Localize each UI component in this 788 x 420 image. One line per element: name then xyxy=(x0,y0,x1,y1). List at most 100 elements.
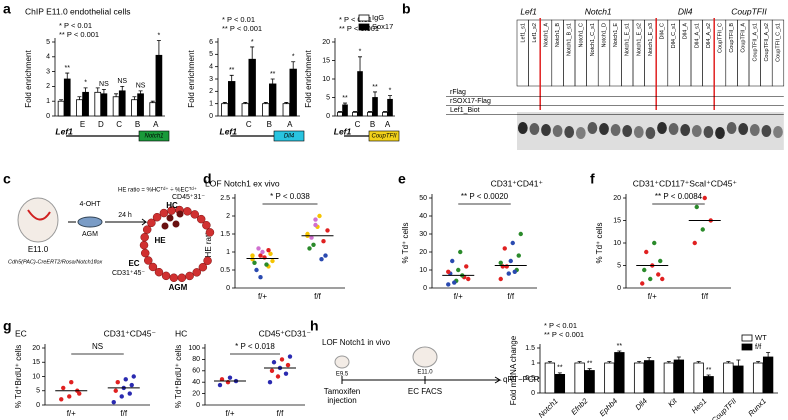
cell xyxy=(152,212,162,222)
bar xyxy=(269,83,277,117)
panel-label: d xyxy=(203,171,212,187)
bar xyxy=(63,78,71,117)
bar xyxy=(337,111,343,117)
error-bar xyxy=(132,96,137,100)
lane-label: Dll4_C xyxy=(659,23,665,40)
significance-label: * xyxy=(251,39,254,46)
lane-label: Dll4_A_s2 xyxy=(706,23,712,48)
error-bar xyxy=(607,361,612,363)
lane-label: CoupTFII_C_s1 xyxy=(775,23,781,62)
y-tick-label: 5 xyxy=(36,388,40,395)
y-tick-label: 1.5 xyxy=(525,345,535,352)
panel-label: e xyxy=(398,171,406,187)
x-tick-label: f/+ xyxy=(225,409,234,418)
panel-label: b xyxy=(402,1,411,17)
gel-band xyxy=(761,125,772,137)
error-bar xyxy=(120,86,125,91)
lane-label: CoupTFII_A_s1 xyxy=(752,23,758,62)
y-tick-label: 0 xyxy=(617,285,621,292)
error-bar xyxy=(138,90,143,94)
data-point xyxy=(270,258,275,264)
significance-label: NS xyxy=(117,78,127,85)
cell xyxy=(205,228,215,237)
y-tick-label: 100 xyxy=(188,345,200,352)
y-tick-label: 30 xyxy=(419,231,427,238)
gene-box xyxy=(368,130,400,142)
y-axis-label: Fold enrichment xyxy=(304,50,313,108)
data-point xyxy=(321,239,326,244)
x-tick-label: Lef1 xyxy=(334,126,352,136)
y-tick-label: 20 xyxy=(322,39,330,46)
error-bar xyxy=(676,356,681,360)
y-tick-label: 0.5 xyxy=(525,375,535,382)
lane-label: Notch1_B_s1 xyxy=(567,23,573,56)
x-tick-label: A xyxy=(385,120,391,129)
cell xyxy=(198,262,208,272)
gel-band xyxy=(773,126,783,138)
gene-label: Notch1 xyxy=(144,134,163,140)
error-bar xyxy=(766,352,771,357)
cell xyxy=(161,271,171,281)
y-tick-label: 5 xyxy=(617,262,621,269)
x-tick-label: f/+ xyxy=(648,292,657,301)
y-tick-label: 5 xyxy=(46,39,50,46)
error-bar xyxy=(696,361,701,363)
data-point xyxy=(648,276,653,282)
legend-swatch xyxy=(358,14,370,22)
bar xyxy=(357,71,363,117)
bar xyxy=(137,93,144,117)
cell xyxy=(185,271,194,281)
cell xyxy=(202,220,211,230)
data-point xyxy=(285,362,291,368)
error-bar xyxy=(270,78,275,84)
cell xyxy=(190,210,199,219)
y-tick-label: 0 xyxy=(36,402,40,409)
chart-title: ChIP E11.0 endothelial cells xyxy=(25,6,131,16)
significance-label: * xyxy=(158,32,161,39)
stage-end: E11.0 xyxy=(417,370,433,376)
significance-label: * xyxy=(359,49,362,56)
bar xyxy=(262,103,270,117)
lane-label: Lef1_s1 xyxy=(520,23,526,43)
y-axis-label: Fold mRNA change xyxy=(509,335,518,405)
y-tick-label: 20 xyxy=(419,249,427,256)
hc-label: HC xyxy=(166,201,178,210)
gel-row-label: rFlag xyxy=(450,89,466,96)
data-point xyxy=(61,385,66,391)
error-bar xyxy=(637,361,642,363)
x-tick-label: Notch1 xyxy=(537,396,560,419)
cell xyxy=(142,225,152,234)
y-tick-label: 10 xyxy=(322,76,330,83)
panel-label: h xyxy=(310,318,319,334)
data-point xyxy=(307,246,312,251)
bar xyxy=(762,356,774,394)
data-point xyxy=(640,281,645,286)
ec-marker: CD31⁺45⁻ xyxy=(112,270,145,277)
y-tick-label: 1 xyxy=(209,101,213,108)
lane-label: CoupTFII_A xyxy=(741,23,747,53)
data-point xyxy=(219,377,225,382)
data-point xyxy=(658,258,663,264)
x-tick-label: Lef1 xyxy=(55,126,73,136)
y-tick-label: 0 xyxy=(423,285,427,292)
lane-label: Notch1_B xyxy=(555,23,561,47)
bar xyxy=(248,58,256,117)
bar xyxy=(633,362,645,394)
cell xyxy=(203,256,212,265)
x-tick-label: Runx1 xyxy=(746,396,768,418)
y-tick-label: 0 xyxy=(531,390,535,397)
data-point xyxy=(111,399,116,405)
data-point xyxy=(59,397,64,402)
bar xyxy=(604,362,615,394)
y-tick-label: 15 xyxy=(322,57,330,64)
data-point xyxy=(113,388,118,393)
data-point xyxy=(313,217,318,222)
data-point xyxy=(254,267,259,273)
significance-label: * xyxy=(84,80,87,87)
lane-label: Notch1_A xyxy=(543,23,549,47)
data-point xyxy=(267,380,273,385)
data-point xyxy=(250,253,255,258)
bar xyxy=(342,104,348,117)
gel-band xyxy=(552,125,563,137)
he-label: HE xyxy=(154,236,166,245)
